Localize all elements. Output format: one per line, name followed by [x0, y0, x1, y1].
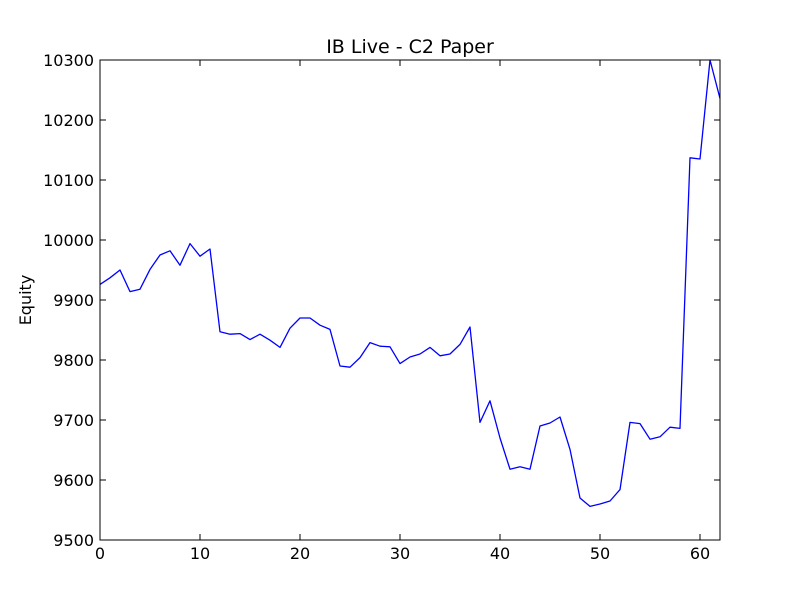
x-tick-label: 50	[590, 544, 610, 563]
x-tick-label: 10	[190, 544, 210, 563]
y-tick-label: 9700	[53, 411, 94, 430]
plot-area-frame	[99, 59, 721, 541]
y-tick-label: 9900	[53, 291, 94, 310]
x-tick-label: 20	[290, 544, 310, 563]
x-tick-label: 40	[490, 544, 510, 563]
y-tick-label: 10200	[43, 111, 94, 130]
y-tick-label: 9800	[53, 351, 94, 370]
y-tick-label: 10300	[43, 51, 94, 70]
y-tick-label: 10000	[43, 231, 94, 250]
x-tick-label: 0	[95, 544, 105, 563]
axis-tick-labels: 0 10 20 30 40 50 60 9500 9600 9700 9800 9900 10000 10…	[43, 51, 710, 563]
equity-series-line	[99, 59, 721, 508]
y-tick-label: 9600	[53, 471, 94, 490]
axis-ticks	[99, 59, 720, 541]
x-tick-label: 60	[690, 544, 710, 563]
y-tick-label: 10100	[43, 171, 94, 190]
y-tick-label: 9500	[53, 531, 94, 550]
y-axis-label: Equity	[16, 275, 35, 326]
chart-title: IB Live - C2 Paper	[326, 36, 494, 58]
x-tick-label: 30	[390, 544, 410, 563]
